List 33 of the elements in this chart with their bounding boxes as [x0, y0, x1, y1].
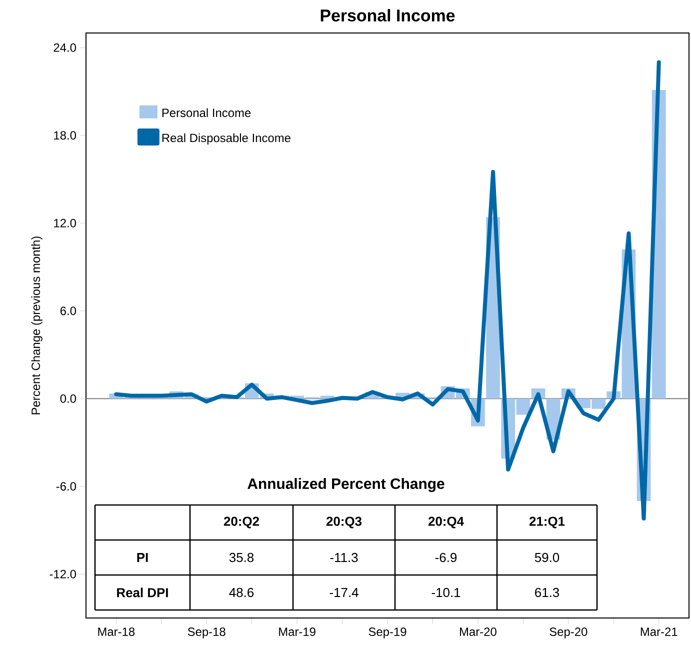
annotation: 20:Q4 [428, 516, 464, 528]
y-tick-label: 18.0 [54, 131, 76, 140]
annotation: 61.3 [535, 588, 560, 598]
annotation: -10.1 [432, 588, 460, 598]
annotation: 48.6 [229, 588, 254, 598]
annotation: 35.8 [229, 552, 254, 562]
annotation: 21:Q1 [529, 516, 565, 528]
legend-label: Real Disposable Income [162, 133, 290, 145]
y-tick-label: 6.0 [60, 306, 76, 316]
x-tick-label: Mar-18 [98, 628, 135, 636]
annotation: Real DPI [117, 588, 168, 598]
annotation: PI [137, 553, 148, 562]
y-tick-label: 24.0 [54, 43, 76, 52]
y-axis-title: Percent Change (previous month) [31, 236, 42, 414]
y-tick-label: 0.0 [60, 394, 76, 403]
y-tick-label: 12.0 [54, 218, 76, 228]
legend-label: Personal Income [162, 108, 251, 118]
x-tick-label: Mar-19 [279, 628, 316, 636]
x-tick-label: Sep-20 [550, 628, 588, 638]
x-tick-label: Sep-18 [188, 628, 226, 638]
y-tick-label: -12.0 [50, 570, 76, 578]
annotation: -11.3 [330, 552, 358, 562]
annotation: 20:Q3 [326, 516, 362, 528]
x-tick-label: Sep-19 [368, 628, 406, 638]
y-tick-label: -6.0 [56, 482, 76, 491]
annotation: 59.0 [534, 552, 560, 562]
chart-title: Personal Income [320, 9, 455, 22]
x-tick-label: Mar-20 [460, 628, 496, 636]
x-tick-label: Mar-21 [640, 628, 678, 636]
annotation: 20:Q2 [224, 516, 259, 528]
annotation: -17.4 [330, 588, 358, 597]
annotation: Annualized Percent Change [248, 478, 444, 492]
annotation: -6.9 [435, 552, 457, 562]
